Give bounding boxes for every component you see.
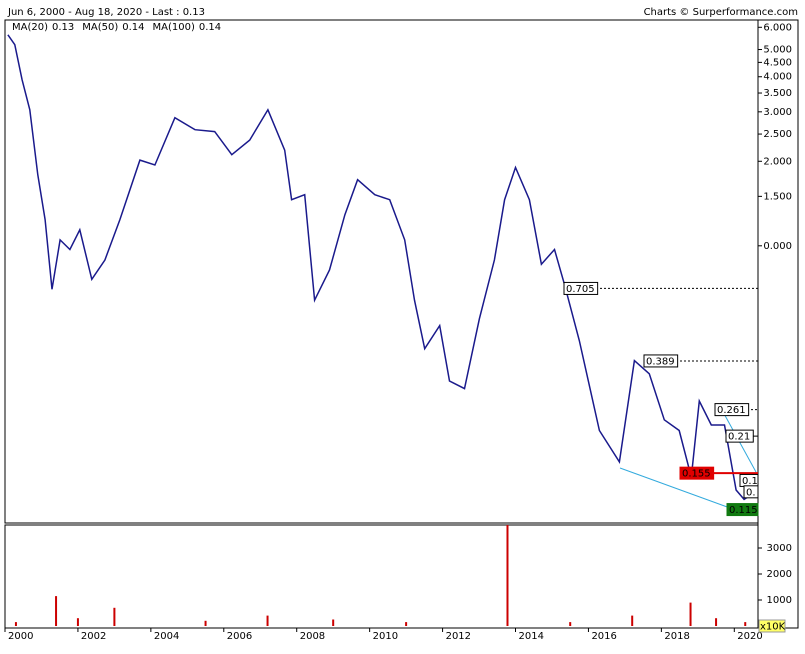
x-tick-label: 2000: [8, 631, 33, 642]
volume-y-tick-label: 3000: [767, 543, 792, 554]
y-tick-label: 2.500: [763, 129, 792, 140]
price-line: [7, 34, 752, 501]
volume-bar: [76, 618, 79, 626]
level-box: [725, 429, 754, 443]
x-tick-label: 2004: [154, 631, 179, 642]
volume-bar: [744, 622, 747, 626]
chart-title: Jun 6, 2000 - Aug 18, 2020 - Last : 0.13: [7, 7, 205, 18]
x-tick-label: 2016: [591, 631, 616, 642]
volume-bar: [506, 525, 509, 626]
volume-bar: [631, 615, 634, 626]
legend-name: MA(100): [153, 22, 195, 33]
legend-value: 0.14: [122, 22, 144, 33]
level-box: [726, 503, 759, 517]
x-tick-label: 2018: [664, 631, 689, 642]
volume-bar: [715, 618, 718, 626]
x-tick-label: 2002: [81, 631, 106, 642]
level-label: 0.115: [729, 505, 758, 516]
legend-name: MA(20): [12, 22, 48, 33]
volume-bar: [55, 596, 58, 626]
legend-name: MA(50): [82, 22, 118, 33]
level-label: 0.261: [717, 405, 746, 416]
y-tick-label: 6.000: [763, 22, 792, 33]
level-box: [714, 403, 750, 417]
volume-y-tick-label: 1000: [767, 595, 792, 606]
level-label: 0.21: [728, 432, 750, 443]
y-tick-label: 3.000: [763, 107, 792, 118]
level-label: 0.1: [742, 476, 758, 487]
volume-bar: [689, 602, 692, 626]
price-frame: [4, 19, 759, 524]
volume-frame: [4, 524, 759, 629]
y-tick-label: 4.500: [763, 57, 792, 68]
level-label: 0.: [746, 487, 756, 498]
volume-bar: [332, 619, 335, 626]
level-label: 0.389: [646, 356, 675, 367]
trend-line: [619, 467, 731, 509]
legend-value: 0.14: [199, 22, 221, 33]
y-tick-label: 2.000: [763, 156, 792, 167]
unit-label: x10K: [760, 622, 786, 633]
level-box: [563, 281, 599, 295]
volume-bar: [405, 622, 408, 626]
x-tick-label: 2010: [373, 631, 398, 642]
y-tick-label: 3.500: [763, 88, 792, 99]
level-label: 0.155: [682, 469, 711, 480]
legend-value: 0.13: [52, 22, 74, 33]
credit: Charts © Surperformance.com: [644, 7, 798, 18]
x-tick-label: 2020: [737, 631, 762, 642]
y-tick-label: 1.500: [763, 191, 792, 202]
y-tick-label: 0.000: [763, 241, 792, 252]
volume-bar: [569, 622, 572, 626]
y-tick-label: 4.000: [763, 72, 792, 83]
level-box: [643, 354, 679, 368]
volume-bar: [14, 622, 17, 626]
x-tick-label: 2014: [519, 631, 544, 642]
y-tick-label: 5.000: [763, 45, 792, 56]
volume-y-tick-label: 2000: [767, 569, 792, 580]
x-tick-label: 2008: [300, 631, 325, 642]
x-tick-label: 2006: [227, 631, 252, 642]
volume-bar: [266, 615, 269, 626]
level-box: [743, 485, 759, 499]
volume-bar: [113, 607, 116, 626]
volume-bar: [204, 620, 207, 626]
unit-box: [758, 619, 786, 633]
level-box: [679, 466, 715, 480]
level-label: 0.705: [566, 284, 595, 295]
x-tick-label: 2012: [446, 631, 471, 642]
